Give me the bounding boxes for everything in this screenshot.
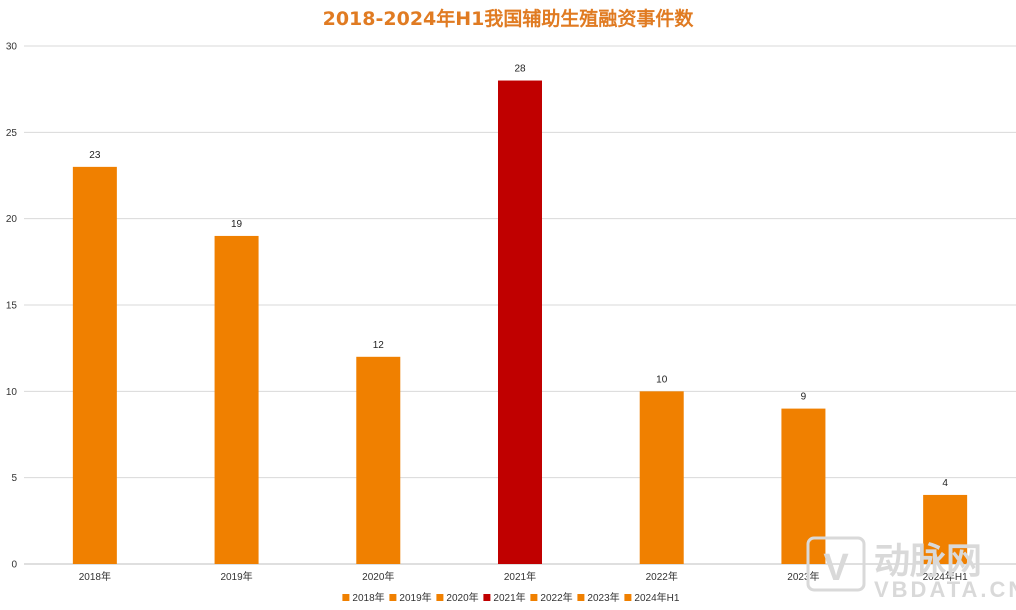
bar	[214, 235, 259, 564]
legend-swatch	[530, 594, 538, 601]
watermark-logo-icon	[806, 536, 866, 592]
legend-swatch	[577, 594, 585, 601]
y-tick-label: 20	[6, 214, 18, 225]
legend-label: 2022年	[540, 591, 572, 604]
legend-label: 2020年	[446, 591, 478, 604]
x-tick-label: 2021年	[504, 570, 536, 583]
legend-swatch	[389, 594, 397, 601]
legend-label: 2018年	[352, 591, 384, 604]
data-label: 23	[89, 150, 101, 161]
legend-label: 2019年	[399, 591, 431, 604]
legend-swatch	[342, 594, 350, 601]
x-tick-label: 2018年	[79, 570, 111, 583]
bar	[498, 80, 542, 565]
legend-swatch	[436, 594, 444, 601]
x-tick-label: 2019年	[220, 570, 252, 583]
legend-swatch	[624, 594, 632, 601]
y-tick-label: 10	[6, 387, 18, 398]
watermark-brand: 动脉网	[874, 540, 982, 581]
bar	[72, 166, 117, 564]
y-tick-label: 0	[11, 560, 17, 571]
x-tick-label: 2022年	[646, 570, 678, 583]
y-tick-label: 30	[6, 42, 18, 53]
x-tick-label: 2024年H1	[923, 570, 968, 583]
x-tick-label: 2023年	[787, 570, 819, 583]
watermark-logo-icon: V	[823, 547, 849, 589]
x-tick-label: 2020年	[362, 570, 394, 583]
y-tick-label: 25	[6, 128, 18, 139]
legend-label: 2021年	[493, 591, 525, 604]
bar	[923, 494, 968, 564]
data-label: 12	[373, 340, 385, 351]
data-label: 10	[656, 374, 668, 385]
data-label: 19	[231, 219, 243, 230]
bar	[639, 391, 684, 564]
data-label: 9	[801, 392, 807, 403]
y-tick-label: 5	[11, 473, 17, 484]
legend-label: 2023年	[587, 591, 619, 604]
watermark-url: VBDATA.CN	[874, 577, 1016, 602]
data-label: 28	[514, 64, 526, 75]
chart-title: 2018-2024年H1我国辅助生殖融资事件数	[322, 8, 694, 30]
y-tick-label: 15	[6, 301, 18, 312]
legend-swatch	[483, 594, 491, 601]
bar	[356, 356, 401, 564]
legend-label: 2024年H1	[634, 591, 679, 604]
data-label: 4	[942, 478, 948, 489]
bar	[781, 408, 826, 564]
